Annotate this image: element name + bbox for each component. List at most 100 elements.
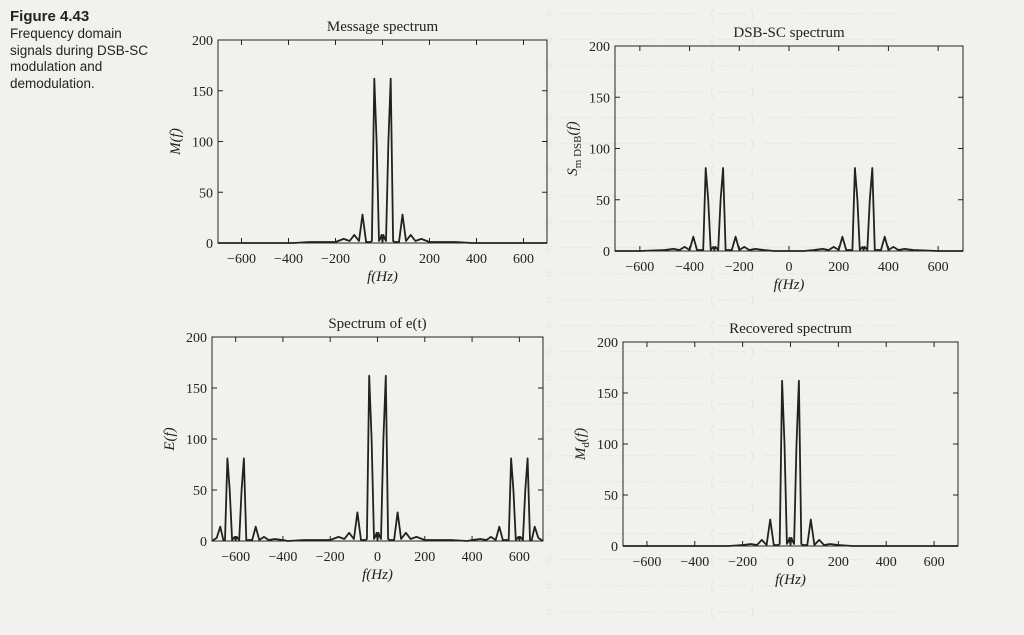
data-point (371, 240, 373, 242)
y-tick-label: 150 (186, 382, 207, 397)
data-point (292, 242, 294, 244)
data-point (829, 543, 831, 545)
data-point (383, 438, 384, 440)
data-point (381, 234, 382, 236)
data-point (790, 544, 791, 546)
figure-caption-text: Frequency domain signals during DSB-SC m… (10, 26, 149, 91)
chart-2: DSB-SC spectrum −600 −400 −200 0 200 400 600 0 50… (565, 25, 964, 293)
x-axis-label: f(Hz) (775, 572, 806, 588)
data-point (466, 540, 468, 542)
y-tick-label: 100 (192, 136, 213, 151)
data-point (546, 242, 548, 244)
data-point (735, 236, 736, 238)
data-point (712, 247, 713, 249)
y-tick-label: 0 (206, 237, 213, 252)
data-point (379, 535, 380, 537)
data-point (389, 539, 391, 541)
data-point (838, 249, 840, 251)
y-axis-label: E(f) (162, 427, 178, 451)
data-point (471, 242, 473, 244)
y-tick-label: 100 (186, 433, 207, 448)
data-point (769, 519, 771, 520)
data-point (888, 249, 889, 251)
y-tick-label: 150 (192, 85, 213, 100)
data-point (211, 540, 213, 542)
data-point (864, 246, 865, 248)
data-point (410, 538, 411, 540)
data-point (639, 250, 641, 252)
data-point (871, 167, 873, 169)
data-point (822, 248, 823, 250)
data-point (859, 249, 861, 251)
data-point (531, 539, 533, 541)
data-point (828, 249, 830, 251)
y-axis-label-sub: m DSB (572, 135, 584, 168)
data-point (781, 380, 783, 382)
data-point (957, 545, 959, 547)
data-point (810, 519, 812, 520)
data-point (309, 241, 310, 243)
data-point (390, 78, 392, 79)
data-point (349, 240, 350, 242)
x-tick-label: 600 (513, 252, 534, 267)
data-point (684, 246, 685, 248)
data-point (852, 249, 853, 251)
data-point (713, 246, 714, 248)
data-point (722, 167, 724, 169)
data-point (694, 545, 696, 547)
data-point (373, 538, 375, 540)
data-point (385, 375, 387, 377)
data-point (833, 246, 835, 248)
data-point (495, 539, 497, 541)
data-point (715, 246, 716, 248)
data-point (498, 526, 500, 528)
data-point (405, 532, 407, 534)
data-point (318, 539, 319, 541)
data-point (479, 538, 481, 540)
y-axis-label: Md(f) (573, 428, 592, 461)
data-point (358, 240, 360, 242)
data-point (224, 539, 226, 541)
data-point (727, 249, 728, 251)
data-point (400, 538, 402, 540)
data-point (376, 141, 377, 142)
data-point (369, 241, 371, 243)
data-point (885, 545, 887, 547)
data-point (519, 539, 520, 541)
x-tick-label: 400 (878, 260, 899, 275)
data-point (534, 526, 536, 528)
data-point (490, 536, 492, 538)
plot-frame (614, 45, 964, 252)
data-point (701, 249, 702, 251)
x-tick-label: −200 (321, 252, 350, 267)
data-point (323, 241, 325, 243)
data-point (869, 199, 871, 201)
data-point (798, 380, 800, 382)
data-point (362, 214, 363, 216)
data-point (786, 543, 788, 545)
data-point (236, 536, 238, 538)
plot-frame (211, 336, 544, 542)
data-point (862, 246, 863, 248)
chart-title: DSB-SC spectrum (733, 25, 845, 41)
data-point (529, 539, 531, 541)
y-tick-label: 0 (611, 540, 618, 555)
data-point (522, 539, 524, 541)
data-point (343, 238, 345, 240)
data-point (761, 539, 763, 541)
data-point (852, 545, 854, 547)
data-point (303, 539, 305, 541)
y-tick-label: 100 (597, 438, 618, 453)
data-point (274, 538, 276, 540)
data-point (793, 543, 795, 545)
data-point (518, 536, 519, 538)
data-point (622, 545, 624, 547)
data-point (850, 249, 851, 251)
data-point (857, 199, 858, 201)
data-point (904, 248, 905, 250)
data-point (255, 526, 257, 528)
data-point (366, 538, 368, 540)
x-tick-label: 0 (786, 260, 793, 275)
data-point (707, 199, 709, 201)
